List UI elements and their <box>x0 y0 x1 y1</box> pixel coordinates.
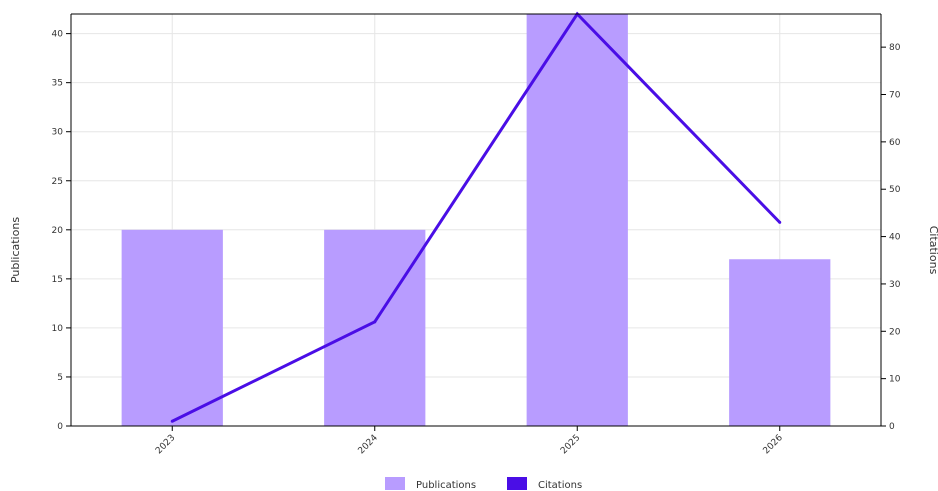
citations-point-2024 <box>373 320 377 324</box>
y-tick-label-right: 20 <box>889 327 901 337</box>
y-tick-label-right: 50 <box>889 185 901 195</box>
y-axis-title-left: Publications <box>9 217 22 283</box>
x-tick-label: 2025 <box>559 433 582 456</box>
y-tick-label-left: 40 <box>52 30 64 40</box>
legend-item-citations[interactable]: Citations <box>507 477 582 491</box>
line-series-citations <box>170 11 782 423</box>
citations-line[interactable] <box>171 11 781 423</box>
bar-2025[interactable] <box>526 14 628 426</box>
y-tick-label-left: 20 <box>52 226 64 236</box>
y-tick-label-right: 0 <box>889 422 895 432</box>
legend-item-publications[interactable]: Publications <box>385 477 476 491</box>
bar-2023[interactable] <box>121 229 223 426</box>
y-tick-label-right: 30 <box>889 280 901 290</box>
y-tick-label-left: 0 <box>57 422 63 432</box>
x-tick-label: 2023 <box>154 433 177 456</box>
x-tick-label: 2024 <box>357 433 380 456</box>
y-tick-label-left: 25 <box>52 177 63 187</box>
bar-2024[interactable] <box>324 229 426 426</box>
legend-swatch-publications <box>385 477 405 490</box>
legend: Publications Citations <box>385 477 582 491</box>
legend-label-citations: Citations <box>538 480 582 491</box>
y-tick-label-right: 40 <box>889 233 901 243</box>
bar-series-publications <box>121 14 831 426</box>
y-tick-label-right: 60 <box>889 138 901 148</box>
x-tick-label: 2026 <box>762 433 785 456</box>
legend-swatch-citations <box>507 477 527 490</box>
bar-2026[interactable] <box>729 259 831 426</box>
y-tick-label-left: 10 <box>52 324 64 334</box>
y-tick-label-right: 10 <box>889 375 901 385</box>
y-tick-label-left: 5 <box>57 373 63 383</box>
citations-point-2026 <box>778 220 782 224</box>
y-tick-label-left: 15 <box>52 275 63 285</box>
y-tick-label-left: 35 <box>52 79 63 89</box>
y-tick-label-right: 70 <box>889 91 901 101</box>
citations-point-2023 <box>170 419 174 423</box>
y-tick-label-left: 30 <box>52 128 64 138</box>
legend-label-publications: Publications <box>416 480 476 491</box>
y-tick-label-right: 80 <box>889 43 901 53</box>
y-axis-title-right: Citations <box>927 226 938 275</box>
